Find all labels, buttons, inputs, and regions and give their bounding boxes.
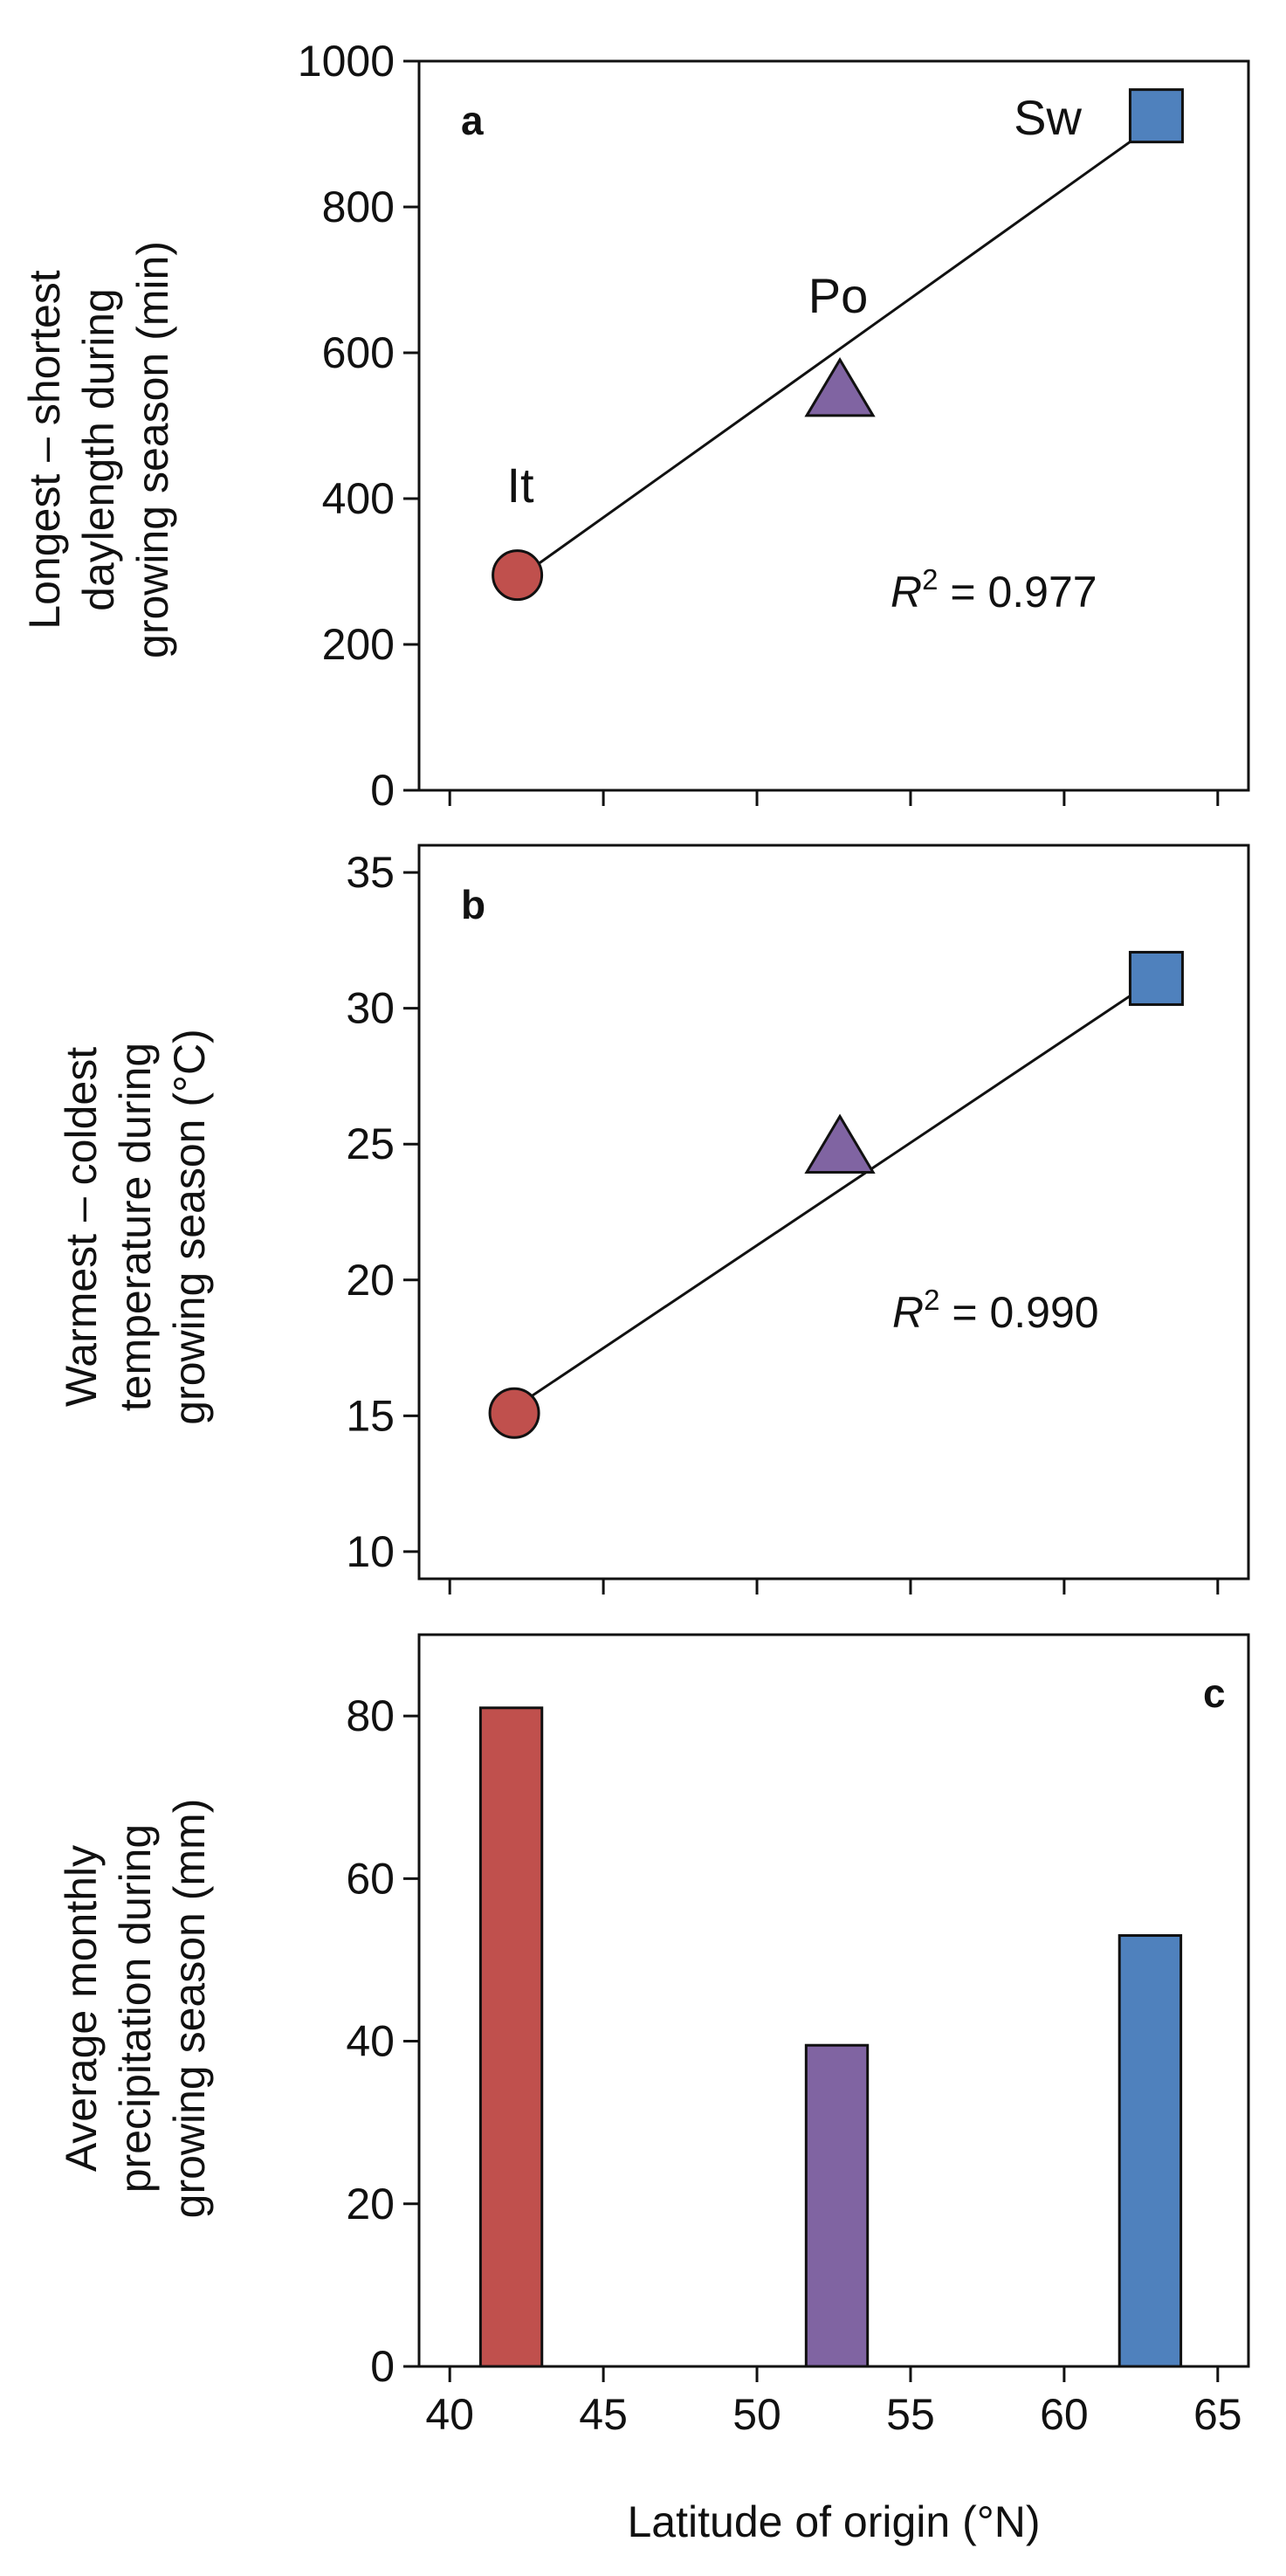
x-tick-label-60: 60	[1040, 2390, 1089, 2439]
panel-a-ticks: 0 200 400 600 800 1000	[298, 37, 1220, 815]
panel-a-fit-layer	[516, 121, 1158, 581]
panel-a-regression-line	[516, 121, 1158, 581]
panel-c-y-tick-label-80: 80	[346, 1691, 395, 1740]
panel-c-bar-it	[478, 1706, 544, 2368]
panel-a-y-axis-label: Longest – shortest daylength during grow…	[20, 241, 177, 658]
panel-a-r-squared: R2 = 0.977	[891, 563, 1097, 616]
x-axis-label: Latitude of origin (°N)	[628, 2497, 1041, 2546]
panel-c: Average monthly precipitation during gro…	[57, 1633, 1250, 2439]
panel-b-letter: b	[461, 882, 485, 927]
x-tick-label-65: 65	[1193, 2390, 1242, 2439]
panel-a-y-tick-label-800: 800	[322, 183, 395, 231]
point-label-it: It	[506, 458, 534, 513]
panel-b-y-label-line-1: Warmest – coldest	[57, 1047, 106, 1407]
panel-c-ticks: 40 45 50 55 60 65 0 20 40 60 80	[346, 1691, 1241, 2439]
x-tick-label-55: 55	[886, 2390, 935, 2439]
panel-a-y-label-line-1: Longest – shortest	[20, 270, 69, 629]
panel-c-y-tick-label-0: 0	[370, 2342, 395, 2391]
panel-b-r-squared: R2 = 0.990	[892, 1284, 1099, 1337]
point-label-sw: Sw	[1014, 90, 1082, 145]
panel-b-fit-layer	[513, 977, 1158, 1409]
panel-a-y-tick-label-200: 200	[322, 620, 395, 669]
x-tick-label-40: 40	[425, 2390, 474, 2439]
panel-b-y-axis-label: Warmest – coldest temperature during gro…	[57, 1029, 214, 1425]
panel-b-y-label-line-2: temperature during	[111, 1043, 160, 1411]
panel-b: Warmest – coldest temperature during gro…	[57, 844, 1250, 1595]
panel-c-letter: c	[1203, 1670, 1226, 1716]
panel-c-marks	[478, 1706, 1183, 2368]
panel-c-bar-sw	[1118, 1934, 1183, 2368]
panel-b-y-tick-label-30: 30	[346, 984, 395, 1033]
panel-c-y-tick-label-60: 60	[346, 1854, 395, 1903]
panel-a-point-po	[804, 356, 876, 417]
panel-b-ticks: 10 15 20 25 30 35	[346, 848, 1220, 1595]
panel-b-y-tick-label-20: 20	[346, 1256, 395, 1305]
panel-a-marks	[492, 88, 1184, 602]
panel-a-plot-frame	[417, 59, 1250, 792]
panel-a: Longest – shortest daylength during grow…	[20, 37, 1250, 815]
panel-c-y-tick-label-40: 40	[346, 2017, 395, 2066]
panel-a-y-label-line-3: growing season (min)	[128, 241, 177, 658]
panel-b-point-it	[488, 1387, 540, 1439]
point-label-po: Po	[808, 268, 869, 323]
panel-c-y-axis-label: Average monthly precipitation during gro…	[57, 1799, 214, 2219]
panel-b-marks	[488, 950, 1184, 1439]
panel-b-point-sw	[1128, 950, 1184, 1006]
panel-a-y-tick-label-600: 600	[322, 328, 395, 377]
panel-b-y-tick-label-15: 15	[346, 1391, 395, 1440]
panel-a-y-tick-label-400: 400	[322, 474, 395, 523]
panel-b-regression-line	[513, 977, 1158, 1409]
panel-a-y-tick-label-1000: 1000	[298, 37, 395, 86]
panel-b-plot-frame	[417, 844, 1250, 1581]
panel-b-y-tick-label-25: 25	[346, 1119, 395, 1168]
panel-b-y-label-line-3: growing season (°C)	[165, 1029, 214, 1425]
x-tick-label-45: 45	[579, 2390, 628, 2439]
panel-b-point-po	[804, 1113, 876, 1174]
panel-b-y-tick-label-10: 10	[346, 1527, 395, 1576]
panel-a-letter: a	[461, 98, 484, 143]
panel-c-y-label-line-3: growing season (mm)	[165, 1799, 214, 2219]
panel-c-y-label-line-1: Average monthly	[57, 1845, 106, 2172]
panel-c-y-label-line-2: precipitation during	[111, 1824, 160, 2194]
panel-a-y-tick-label-0: 0	[370, 766, 395, 815]
x-tick-label-50: 50	[732, 2390, 781, 2439]
panel-b-y-tick-label-35: 35	[346, 848, 395, 897]
panel-a-point-sw	[1128, 88, 1184, 144]
panel-c-bar-po	[804, 2043, 870, 2368]
panel-a-y-label-line-2: daylength during	[74, 288, 123, 611]
panel-c-y-tick-label-20: 20	[346, 2180, 395, 2228]
panel-a-point-it	[492, 549, 544, 602]
